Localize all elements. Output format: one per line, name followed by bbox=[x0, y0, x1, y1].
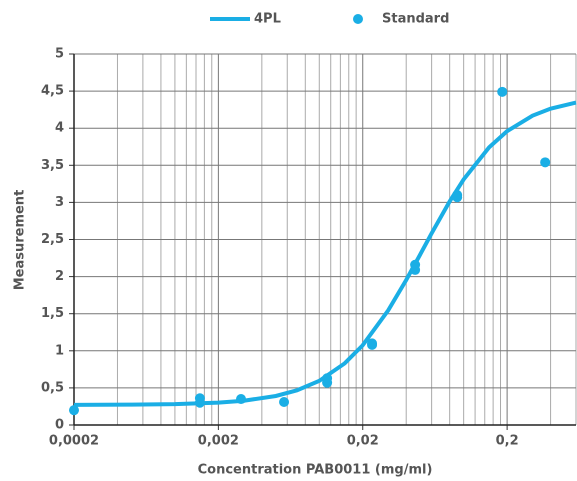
data-point bbox=[279, 396, 290, 407]
data-point bbox=[367, 338, 378, 349]
x-axis-label: Concentration PAB0011 (mg/ml) bbox=[198, 463, 433, 478]
y-tick-label: 0,5 bbox=[41, 380, 64, 395]
y-tick-label: 1,5 bbox=[41, 306, 64, 321]
fit-line bbox=[73, 100, 577, 407]
y-tick-label: 0 bbox=[55, 418, 64, 433]
y-tick-label: 4,5 bbox=[41, 84, 64, 99]
y-axis-label: Measurement bbox=[13, 190, 28, 291]
y-tick-label: 4 bbox=[55, 121, 64, 136]
legend-label: Standard bbox=[382, 12, 449, 27]
y-tick-label: 3 bbox=[55, 195, 64, 210]
y-tick-label: 2 bbox=[55, 269, 64, 284]
x-tick-label: 0,0002 bbox=[49, 434, 99, 449]
data-point bbox=[322, 377, 333, 388]
data-point bbox=[236, 394, 247, 405]
data-point bbox=[410, 264, 421, 275]
y-tick-label: 5 bbox=[55, 47, 64, 62]
legend-label: 4PL bbox=[254, 12, 281, 27]
data-point bbox=[69, 405, 79, 416]
data-point bbox=[497, 86, 508, 97]
y-tick-label: 3,5 bbox=[41, 158, 64, 173]
legend-marker bbox=[353, 14, 363, 24]
data-point bbox=[194, 393, 205, 404]
y-tick-label: 2,5 bbox=[41, 232, 64, 247]
y-tick-label: 1 bbox=[55, 343, 64, 358]
data-point bbox=[540, 157, 551, 168]
x-tick-label: 0,2 bbox=[496, 434, 519, 449]
x-tick-label: 0,002 bbox=[198, 434, 239, 449]
x-tick-label: 0,02 bbox=[347, 434, 379, 449]
data-point bbox=[452, 192, 463, 203]
